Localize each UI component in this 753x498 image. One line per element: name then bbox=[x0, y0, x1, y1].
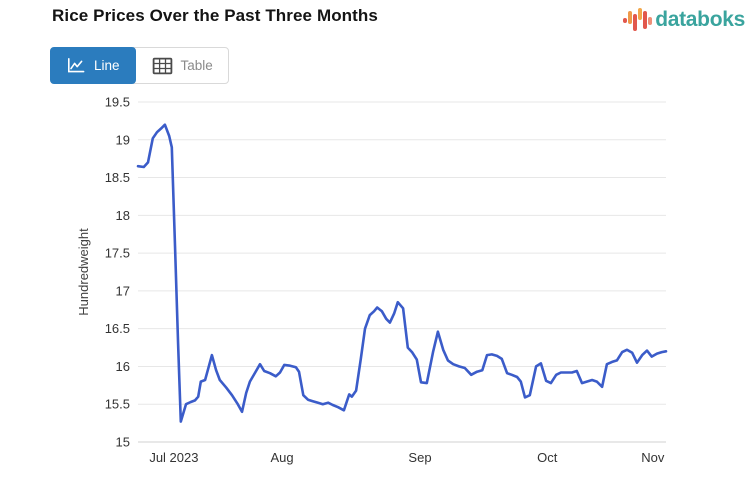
table-button-label: Table bbox=[180, 58, 213, 73]
view-toggle-group: Line Table bbox=[50, 47, 229, 84]
brand-name: databoks bbox=[655, 7, 745, 31]
line-button-label: Line bbox=[94, 58, 120, 73]
y-tick-label: 19 bbox=[116, 132, 130, 147]
x-tick-label: Jul 2023 bbox=[149, 450, 198, 465]
x-tick-label: Aug bbox=[271, 450, 294, 465]
y-tick-label: 15 bbox=[116, 435, 130, 450]
y-tick-label: 16 bbox=[116, 359, 130, 374]
rice-price-line-chart: 19.5 19 18.5 18 17.5 17 16.5 16 15.5 15 Jul 2023 Au… bbox=[76, 95, 668, 465]
x-tick-label: Oct bbox=[537, 450, 558, 465]
y-tick-label: 18 bbox=[116, 208, 130, 223]
y-tick-label: 17 bbox=[116, 283, 130, 298]
line-view-button[interactable]: Line bbox=[50, 47, 136, 84]
price-line bbox=[136, 123, 668, 423]
y-tick-label: 15.5 bbox=[105, 397, 130, 412]
y-tick-label: 17.5 bbox=[105, 246, 130, 261]
x-tick-label: Nov bbox=[641, 450, 665, 465]
y-tick-label: 19.5 bbox=[105, 95, 130, 110]
table-view-button[interactable]: Table bbox=[132, 47, 229, 84]
y-axis-title: Hundredweight bbox=[76, 228, 91, 316]
y-tick-label: 18.5 bbox=[105, 170, 130, 185]
bar-chart-logo-icon bbox=[623, 6, 652, 33]
table-grid-icon bbox=[152, 57, 173, 75]
y-tick-label: 16.5 bbox=[105, 321, 130, 336]
page-title: Rice Prices Over the Past Three Months bbox=[52, 6, 378, 25]
line-chart-icon bbox=[66, 57, 86, 74]
brand-logo: databoks bbox=[623, 6, 745, 33]
x-tick-label: Sep bbox=[408, 450, 431, 465]
